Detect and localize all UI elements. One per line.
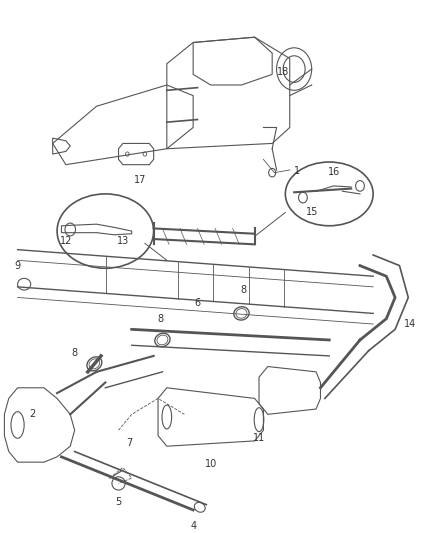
Text: 8: 8 xyxy=(157,314,163,324)
Text: 9: 9 xyxy=(14,261,21,271)
Text: 15: 15 xyxy=(305,207,317,217)
Text: 11: 11 xyxy=(252,433,265,443)
Text: 17: 17 xyxy=(134,175,146,185)
Text: 8: 8 xyxy=(240,285,246,295)
Text: 14: 14 xyxy=(403,319,415,329)
Text: 13: 13 xyxy=(117,237,129,246)
Text: 12: 12 xyxy=(60,237,72,246)
Text: 1: 1 xyxy=(293,166,300,176)
Text: 7: 7 xyxy=(126,438,132,448)
Text: 4: 4 xyxy=(190,521,196,530)
Text: 18: 18 xyxy=(276,67,288,77)
Text: 16: 16 xyxy=(327,167,339,177)
Text: 6: 6 xyxy=(194,298,200,308)
Text: 5: 5 xyxy=(115,497,121,507)
Text: 8: 8 xyxy=(71,348,78,358)
Text: 10: 10 xyxy=(204,459,216,470)
Text: 2: 2 xyxy=(29,409,35,419)
